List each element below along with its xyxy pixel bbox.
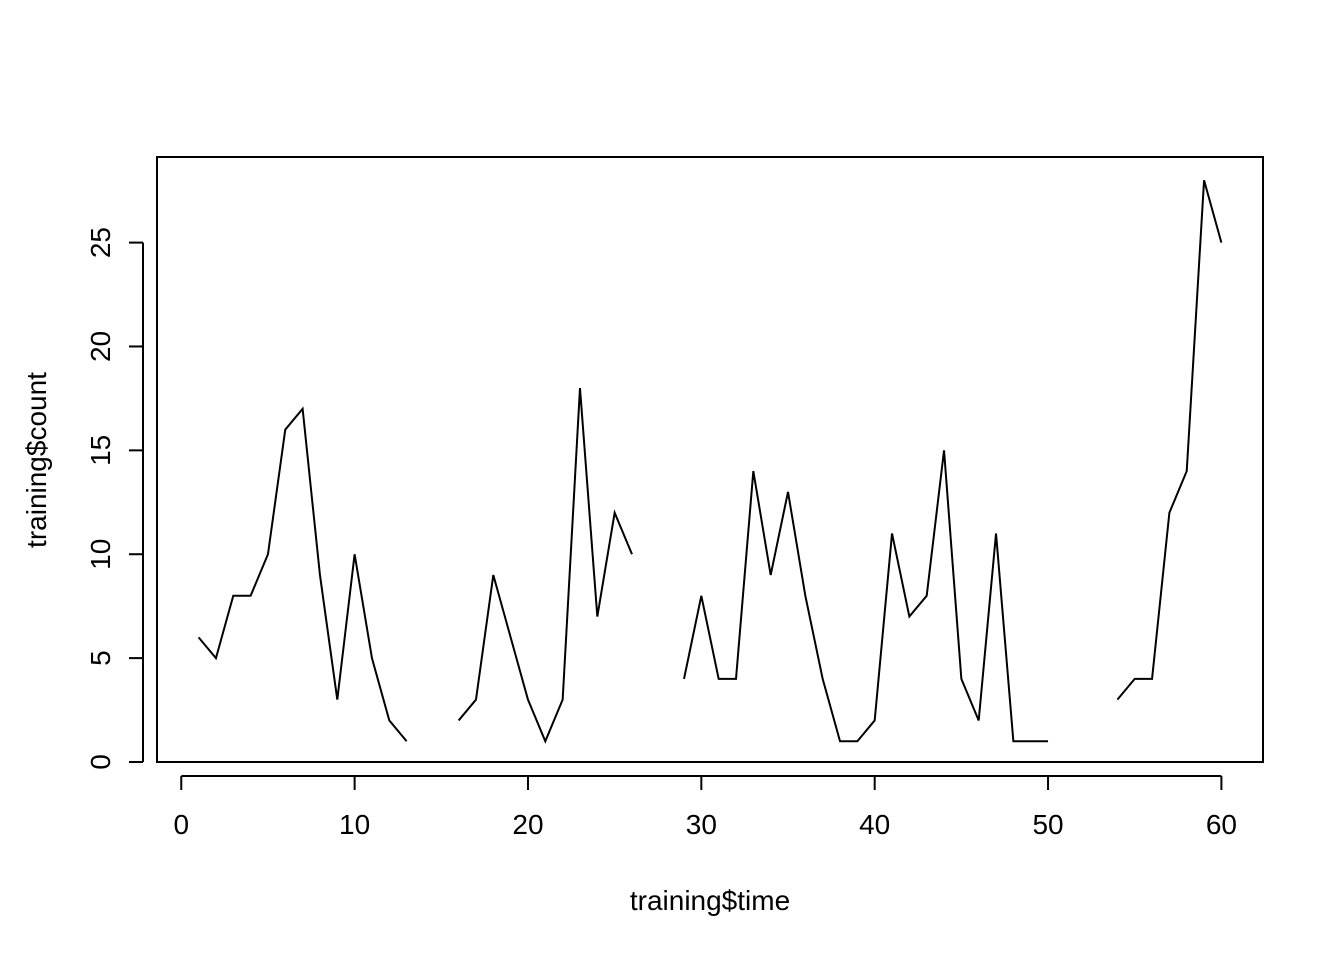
x-tick-label: 10 xyxy=(339,809,370,840)
x-axis-title: training$time xyxy=(630,885,790,916)
y-axis-title: training$count xyxy=(21,372,52,548)
y-tick-label: 5 xyxy=(85,650,116,666)
series-segment-4 xyxy=(1116,180,1223,701)
series-segment-2 xyxy=(457,387,633,744)
x-tick-label: 50 xyxy=(1032,809,1063,840)
y-tick-label: 15 xyxy=(85,435,116,466)
y-axis: 0 5 10 15 20 25 xyxy=(85,227,144,770)
x-tick-label: 30 xyxy=(686,809,717,840)
x-tick-label: 0 xyxy=(173,809,189,840)
x-axis: 0 10 20 30 40 50 60 xyxy=(173,775,1237,840)
y-tick-label: 20 xyxy=(85,331,116,362)
y-tick-label: 10 xyxy=(85,539,116,570)
plot-box xyxy=(156,156,1264,763)
series-group xyxy=(197,180,1223,744)
x-tick-label: 40 xyxy=(859,809,890,840)
y-tick-label: 25 xyxy=(85,227,116,258)
x-tick-label: 60 xyxy=(1206,809,1237,840)
x-tick-label: 20 xyxy=(512,809,543,840)
series-segment-1 xyxy=(197,406,408,742)
series-segment-3 xyxy=(683,450,1049,743)
y-tick-label: 0 xyxy=(85,754,116,770)
